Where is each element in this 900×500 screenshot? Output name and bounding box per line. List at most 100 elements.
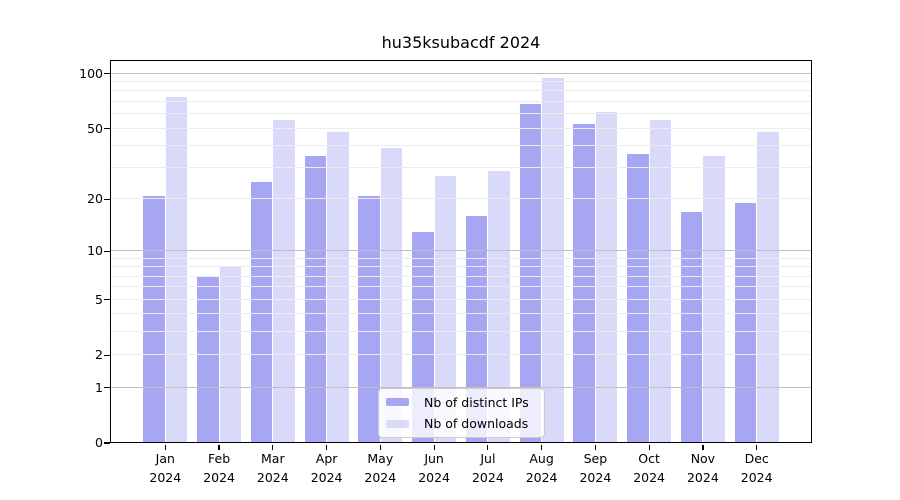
x-tick-month: Jul xyxy=(480,451,496,466)
x-axis-tick-label: Nov 2024 xyxy=(668,450,738,488)
bar-downloads xyxy=(757,131,779,443)
x-axis-tick-label: May 2024 xyxy=(345,450,415,488)
gridline-minor xyxy=(110,127,812,129)
gridline-minor xyxy=(110,286,812,288)
x-tick-month: Mar xyxy=(261,451,285,466)
gridline-major xyxy=(110,72,812,74)
x-tick-month: May xyxy=(367,451,394,466)
legend-label: Nb of distinct IPs xyxy=(424,394,529,410)
y-tick-mark xyxy=(104,442,110,444)
x-tick-year: 2024 xyxy=(364,469,397,485)
x-tick-mark xyxy=(702,444,704,450)
gridline-minor xyxy=(110,198,812,200)
bar-distinct-ips xyxy=(197,276,219,443)
x-tick-year: 2024 xyxy=(149,469,182,485)
x-axis-tick-label: Aug 2024 xyxy=(507,450,577,488)
bar-downloads xyxy=(327,131,349,443)
x-tick-year: 2024 xyxy=(256,469,289,485)
x-axis-tick-label: Jun 2024 xyxy=(399,450,469,488)
gridline-minor xyxy=(110,298,812,300)
plot-area xyxy=(110,60,812,443)
x-tick-mark xyxy=(594,444,596,450)
x-tick-year: 2024 xyxy=(471,469,504,485)
x-tick-mark xyxy=(379,444,381,450)
bar-downloads xyxy=(595,111,618,443)
x-tick-year: 2024 xyxy=(525,469,558,485)
y-tick-mark xyxy=(104,354,110,356)
x-tick-year: 2024 xyxy=(418,469,450,485)
bar-distinct-ips xyxy=(627,154,649,443)
x-tick-year: 2024 xyxy=(579,469,612,485)
y-axis-tick-label: 10 xyxy=(87,243,103,259)
x-tick-month: Nov xyxy=(690,451,716,466)
x-axis-tick-label: Feb 2024 xyxy=(184,450,254,488)
y-axis-tick-label: 20 xyxy=(87,191,103,207)
gridline-minor xyxy=(110,90,812,92)
gridline-minor xyxy=(110,313,812,315)
bar-downloads xyxy=(488,170,510,443)
x-tick-year: 2024 xyxy=(633,469,665,485)
x-axis-tick-label: Jul 2024 xyxy=(453,450,523,488)
x-tick-year: 2024 xyxy=(686,469,719,485)
bar-distinct-ips xyxy=(358,195,380,443)
x-tick-year: 2024 xyxy=(310,469,343,485)
x-axis-tick-label: Oct 2024 xyxy=(614,450,684,488)
x-tick-month: Dec xyxy=(744,451,769,466)
bar-distinct-ips xyxy=(680,211,703,443)
y-tick-mark xyxy=(104,127,110,130)
x-tick-mark xyxy=(433,444,435,450)
y-axis-tick-label: 5 xyxy=(95,291,103,307)
x-tick-month: Feb xyxy=(208,451,231,466)
x-tick-year: 2024 xyxy=(203,469,235,485)
gridline-minor xyxy=(110,113,812,115)
x-tick-month: Oct xyxy=(638,451,660,466)
gridline-minor xyxy=(110,266,812,268)
y-axis-tick-label: 100 xyxy=(79,65,103,81)
x-axis-tick-label: Sep 2024 xyxy=(560,450,630,488)
x-tick-mark xyxy=(541,444,543,450)
x-tick-year: 2024 xyxy=(740,469,773,485)
legend-label: Nb of downloads xyxy=(424,416,529,432)
bar-downloads xyxy=(542,77,564,443)
gridline-minor xyxy=(110,275,812,277)
bar-downloads xyxy=(434,176,457,443)
legend-swatch-distinct-ips xyxy=(386,398,409,407)
x-tick-mark xyxy=(272,444,274,450)
x-tick-month: Sep xyxy=(583,451,608,466)
x-tick-month: Aug xyxy=(529,451,554,466)
y-tick-mark xyxy=(104,386,110,389)
gridline-minor xyxy=(110,101,812,102)
x-tick-mark xyxy=(325,444,328,450)
x-tick-month: Jun xyxy=(424,451,444,466)
bar-distinct-ips xyxy=(250,182,273,443)
x-tick-mark xyxy=(218,444,220,450)
x-tick-mark xyxy=(756,444,758,450)
x-axis-tick-label: Dec 2024 xyxy=(722,450,792,488)
gridline-minor xyxy=(110,257,812,259)
bar-distinct-ips xyxy=(143,195,165,443)
bar-distinct-ips xyxy=(519,104,542,443)
x-axis-tick-label: Mar 2024 xyxy=(238,450,308,488)
gridline-minor xyxy=(110,354,812,356)
gridline-minor xyxy=(110,331,812,333)
bar-distinct-ips xyxy=(465,216,488,443)
x-tick-mark xyxy=(648,444,650,450)
chart-title: hu35ksubacdf 2024 xyxy=(381,33,541,52)
gridline-major xyxy=(110,250,812,252)
x-tick-month: Jan xyxy=(155,451,175,466)
gridline-minor xyxy=(110,144,812,146)
x-axis-tick-label: Jan 2024 xyxy=(130,450,200,488)
y-axis-tick-label: 2 xyxy=(95,347,103,363)
legend: Nb of distinct IPs Nb of downloads xyxy=(378,388,545,438)
legend-item: Nb of downloads xyxy=(386,415,536,434)
legend-item: Nb of distinct IPs xyxy=(386,393,536,412)
x-axis-tick-label: Apr 2024 xyxy=(292,450,362,488)
y-tick-mark xyxy=(104,198,110,201)
y-axis-tick-label: 50 xyxy=(87,120,103,136)
bar-distinct-ips xyxy=(734,203,757,443)
bar-downloads xyxy=(649,119,672,443)
bar-downloads xyxy=(165,96,188,443)
y-axis-tick-label: 1 xyxy=(95,379,103,395)
gridline-minor xyxy=(110,81,812,83)
